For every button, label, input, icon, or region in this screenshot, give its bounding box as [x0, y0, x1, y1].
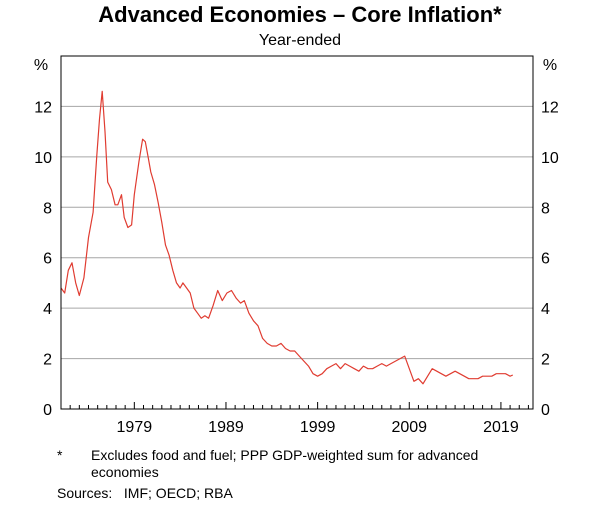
y-tick-label-right-8: 8	[541, 200, 550, 217]
x-tick-label-2009: 2009	[391, 419, 427, 436]
x-tick-label-1979: 1979	[117, 419, 153, 436]
chart-title: Advanced Economies – Core Inflation*	[98, 2, 502, 27]
y-tick-label-right-12: 12	[541, 99, 559, 116]
x-tick-label-1989: 1989	[208, 419, 244, 436]
y-tick-label-right-2: 2	[541, 352, 550, 369]
y-tick-label-right-10: 10	[541, 150, 559, 167]
footnote-marker: *	[57, 447, 63, 463]
y-tick-label-left-6: 6	[43, 251, 52, 268]
y-tick-label-left-10: 10	[34, 150, 52, 167]
y-axis-unit-right: %	[543, 57, 557, 74]
y-tick-label-left-4: 4	[43, 301, 52, 318]
y-tick-label-right-6: 6	[541, 251, 550, 268]
series-line-0	[60, 90, 514, 385]
chart: 0 0 2 2 4 4 6 6 8 8 10 10 12 12% % 1979 1989 1999 2009 2019	[34, 55, 559, 436]
x-tick-label-2019: 2019	[483, 419, 519, 436]
y-tick-label-left-12: 12	[34, 99, 52, 116]
x-tick-label-1999: 1999	[300, 419, 336, 436]
y-axis-unit-left: %	[34, 57, 48, 74]
axis-labels: 0 0 2 2 4 4 6 6 8 8 10 10 12 12% % 1979 1989 1999 2009 2019	[34, 57, 559, 436]
series-layer	[60, 90, 514, 385]
y-tick-label-left-8: 8	[43, 200, 52, 217]
chart-subtitle: Year-ended	[258, 32, 342, 49]
gridlines	[61, 105, 533, 360]
y-tick-label-right-4: 4	[541, 301, 550, 318]
y-tick-label-right-0: 0	[541, 402, 550, 419]
footnote-text: Excludes food and fuel; PPP GDP-weighted…	[91, 447, 479, 480]
tick-marks	[60, 402, 529, 409]
y-tick-label-left-2: 2	[43, 352, 52, 369]
y-tick-label-left-0: 0	[43, 402, 52, 419]
sources-note: Sources: IMF; OECD; RBA	[57, 485, 233, 501]
plot-frame	[60, 55, 534, 410]
